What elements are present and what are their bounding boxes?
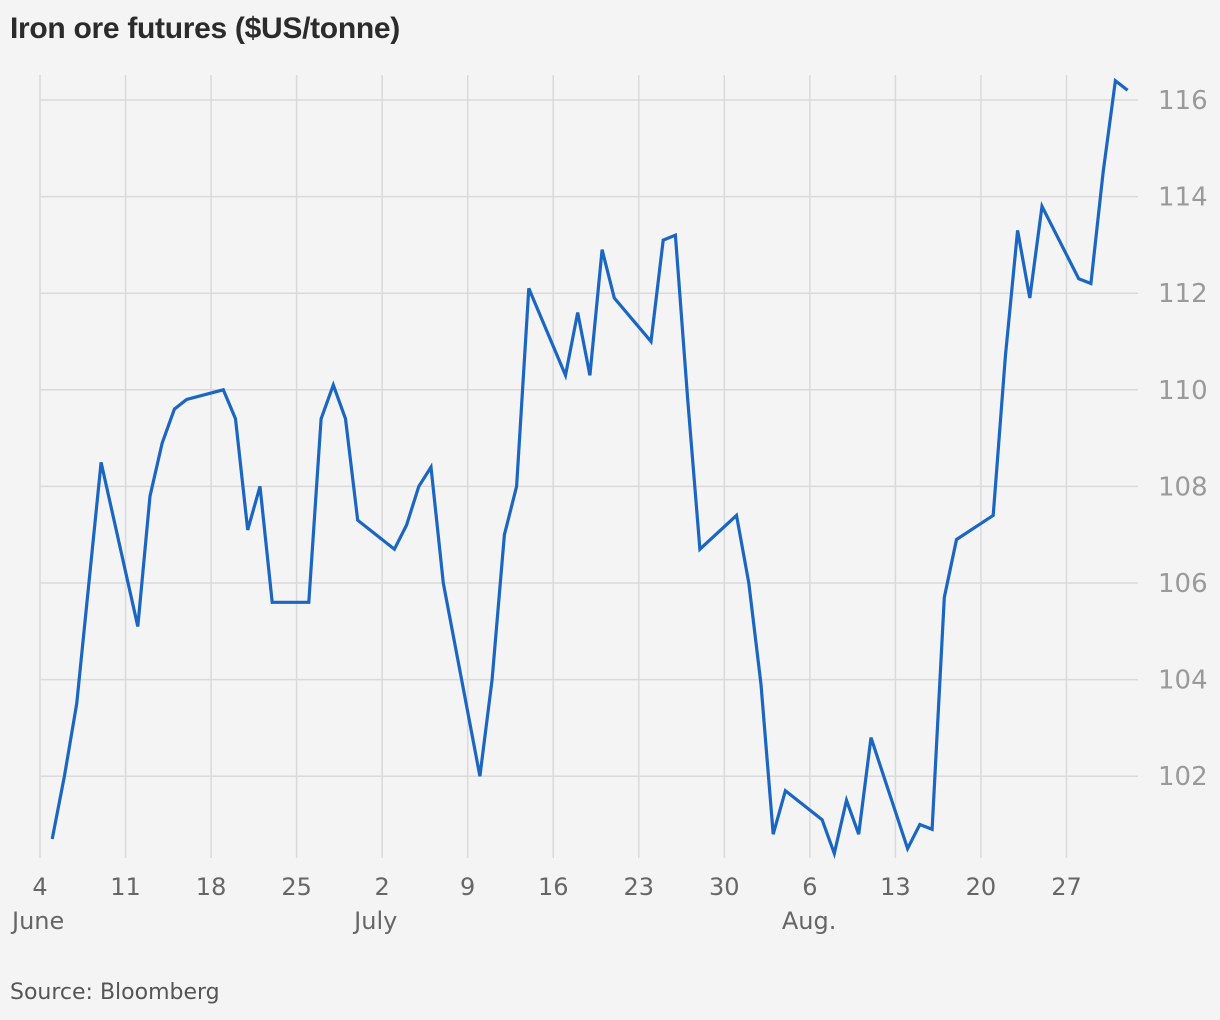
x-tick-label: 6 — [802, 873, 817, 901]
y-tick-label: 114 — [1158, 183, 1208, 213]
x-month-label: June — [10, 907, 64, 935]
x-tick-label: 9 — [460, 873, 475, 901]
x-tick-label: 4 — [32, 873, 47, 901]
x-tick-label: 27 — [1051, 873, 1082, 901]
x-tick-label: 11 — [110, 873, 141, 901]
source-note: Source: Bloomberg — [10, 980, 220, 1005]
x-tick-label: 18 — [196, 873, 227, 901]
series-line-0 — [50, 77, 1129, 860]
x-axis-ticks: 4 June 11 18 25 2 July 9 16 23 30 6 Aug. 13 20 27 — [10, 873, 1082, 935]
x-tick-label: 16 — [538, 873, 569, 901]
plot-area — [50, 77, 1129, 860]
y-tick-label: 110 — [1158, 376, 1208, 406]
y-tick-label: 116 — [1158, 86, 1208, 116]
x-tick-label: 2 — [375, 873, 390, 901]
y-tick-label: 108 — [1158, 472, 1208, 502]
chart-title: Iron ore futures ($US/tonne) — [10, 12, 400, 45]
y-tick-label: 106 — [1158, 569, 1208, 599]
x-tick-label: 13 — [880, 873, 911, 901]
y-tick-label: 104 — [1158, 666, 1208, 696]
x-month-label: Aug. — [782, 907, 837, 935]
x-tick-label: 30 — [709, 873, 740, 901]
gridlines — [39, 75, 1138, 858]
y-tick-label: 102 — [1158, 762, 1208, 792]
x-month-label: July — [352, 907, 397, 935]
y-axis-ticks: 102 104 106 108 110 112 114 116 — [1158, 86, 1208, 792]
x-tick-label: 20 — [966, 873, 997, 901]
y-tick-label: 112 — [1158, 279, 1208, 309]
x-tick-label: 23 — [624, 873, 655, 901]
x-tick-label: 25 — [281, 873, 312, 901]
